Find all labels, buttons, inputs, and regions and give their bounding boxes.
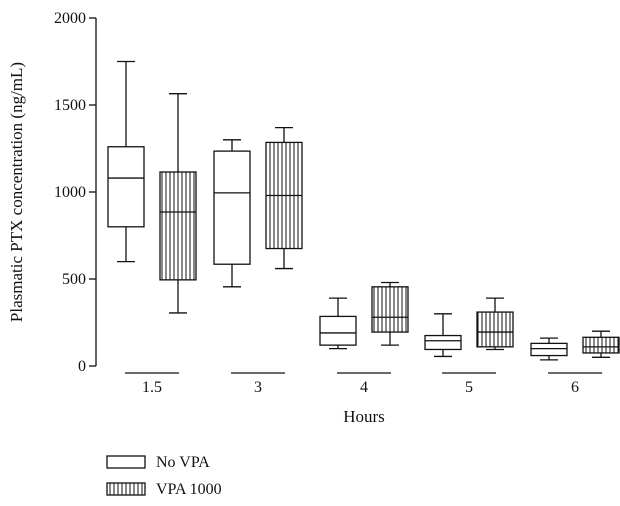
y-axis-ticks: 0 500 1000 1500 2000	[54, 10, 96, 375]
iqr-box	[476, 311, 514, 348]
box-no-vpa-6	[530, 337, 568, 361]
box-vpa-1000-6	[582, 330, 620, 358]
iqr-box	[582, 336, 620, 354]
box-no-vpa-4	[319, 297, 357, 350]
box-no-vpa-5	[424, 313, 462, 358]
x-tick-label: 5	[465, 379, 473, 396]
x-tick-label: 1.5	[142, 379, 162, 396]
iqr-box	[213, 150, 251, 265]
legend-label: No VPA	[156, 454, 210, 471]
box-series	[107, 60, 620, 361]
y-tick-label: 1500	[54, 97, 86, 114]
iqr-box	[530, 342, 568, 357]
legend-label: VPA 1000	[156, 481, 222, 498]
legend-swatch	[106, 482, 146, 496]
box-vpa-1000-1.5	[159, 93, 197, 314]
x-tick-label: 6	[571, 379, 579, 396]
y-axis-title: Plasmatic PTX concentration (ng/mL)	[7, 62, 26, 322]
iqr-box	[159, 171, 197, 281]
legend: No VPA VPA 1000	[106, 454, 222, 498]
y-tick-label: 1000	[54, 184, 86, 201]
x-tick-label: 3	[254, 379, 262, 396]
box-no-vpa-1.5	[107, 60, 145, 263]
iqr-box	[107, 146, 145, 228]
box-no-vpa-3	[213, 139, 251, 288]
iqr-box	[319, 315, 357, 346]
iqr-box	[424, 334, 462, 351]
box-vpa-1000-3	[265, 126, 303, 270]
x-axis-ticks: 1.5 3 4 5 6	[125, 372, 602, 396]
y-tick-label: 0	[78, 358, 86, 375]
box-vpa-1000-5	[476, 297, 514, 351]
box-vpa-1000-4	[371, 281, 409, 346]
x-tick-label: 4	[360, 379, 368, 396]
y-tick-label: 500	[62, 271, 86, 288]
iqr-box	[371, 286, 409, 333]
x-axis-title: Hours	[343, 407, 385, 426]
legend-swatch	[106, 455, 146, 469]
y-tick-label: 2000	[54, 10, 86, 27]
